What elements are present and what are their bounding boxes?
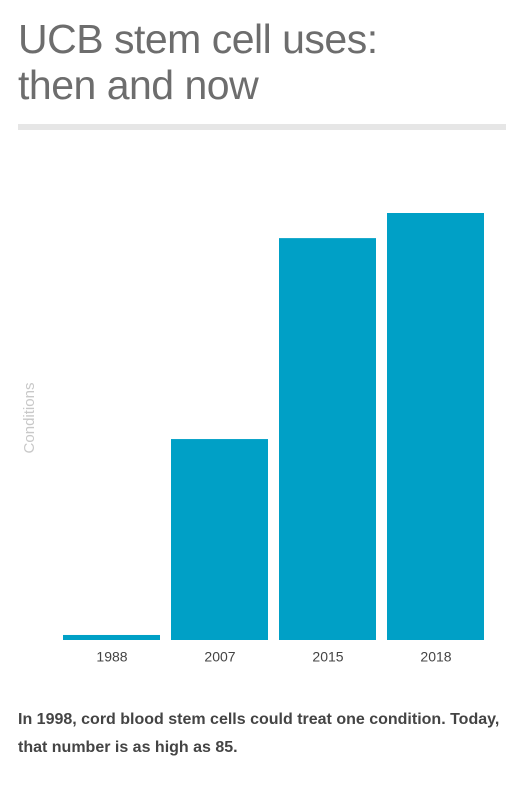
chart: Conditions 1988 2007 2015 2018 [21, 213, 484, 665]
x-tick-label: 2015 [312, 649, 343, 665]
bar [387, 213, 484, 640]
divider [18, 124, 506, 130]
y-axis-label: Conditions [21, 383, 38, 454]
x-tick-label: 2018 [420, 649, 451, 665]
bar [171, 439, 268, 640]
bar [63, 634, 160, 640]
caption: In 1998, cord blood stem cells could tre… [18, 711, 500, 756]
bar [279, 238, 376, 640]
chart-title: UCB stem cell uses: then and now [18, 16, 378, 108]
x-tick-label: 2007 [204, 649, 235, 665]
x-tick-label: 1988 [96, 649, 127, 665]
